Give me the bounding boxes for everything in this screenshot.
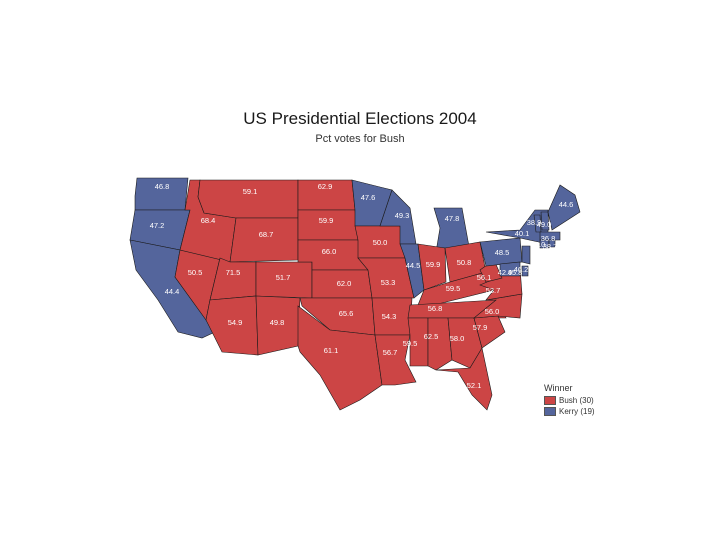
state-value-nc: 56.0 (485, 307, 500, 316)
state-value-fl: 52.1 (467, 381, 482, 390)
state-value-ri: 38.7 (543, 242, 558, 251)
legend-item-kerry: Kerry (19) (544, 407, 595, 416)
state-al (427, 317, 453, 371)
state-value-ga: 58.0 (450, 334, 465, 343)
state-value-al: 62.5 (424, 332, 439, 341)
state-value-or: 47.2 (150, 221, 165, 230)
state-value-ne: 66.0 (322, 247, 337, 256)
state-value-wv: 56.1 (477, 273, 492, 282)
state-value-wa: 46.8 (155, 182, 170, 191)
state-value-wi: 49.3 (395, 211, 410, 220)
state-value-mo: 53.3 (381, 278, 396, 287)
state-in (417, 243, 447, 291)
legend: Winner Bush (30) Kerry (19) (544, 383, 595, 418)
state-value-ia: 50.0 (373, 238, 388, 247)
legend-swatch-bush (544, 396, 556, 405)
state-value-ct: 44.0 (531, 240, 546, 249)
legend-swatch-kerry (544, 407, 556, 416)
state-nj (521, 245, 531, 265)
state-value-mt: 59.1 (243, 187, 258, 196)
state-value-oh: 50.8 (457, 258, 472, 267)
state-value-ok: 65.6 (339, 309, 354, 318)
state-value-id: 68.4 (201, 216, 216, 225)
state-value-ms: 59.5 (403, 339, 418, 348)
state-value-ma: 36.8 (541, 234, 556, 243)
state-value-sd: 59.9 (319, 216, 334, 225)
state-ny (485, 209, 549, 245)
state-me (547, 184, 581, 231)
state-nh (540, 211, 550, 231)
state-value-nv: 50.5 (188, 268, 203, 277)
state-value-vt: 38.9 (527, 218, 542, 227)
state-value-ks: 62.0 (337, 279, 352, 288)
legend-label-kerry: Kerry (19) (559, 407, 595, 416)
state-value-ky: 59.5 (446, 284, 461, 293)
map-subtitle: Pct votes for Bush (315, 133, 405, 145)
state-tx (297, 305, 383, 411)
state-value-ny: 40.1 (515, 229, 530, 238)
state-az (205, 295, 259, 356)
state-value-nh: 49.0 (537, 220, 552, 229)
state-value-il: 44.5 (406, 261, 421, 270)
state-value-wy: 68.7 (259, 230, 274, 239)
state-value-ut: 71.5 (226, 268, 241, 277)
state-ma (539, 231, 561, 241)
state-md (499, 261, 521, 277)
state-value-in: 59.9 (426, 260, 441, 269)
state-value-md: 42.9 (498, 268, 513, 277)
legend-item-bush: Bush (30) (544, 396, 595, 405)
state-value-ca: 44.4 (165, 287, 180, 296)
state-value-tx: 61.1 (324, 346, 339, 355)
state-value-mi: 47.8 (445, 214, 460, 223)
map-title: US Presidential Elections 2004 (243, 109, 477, 128)
state-de (521, 265, 529, 277)
state-value-az: 54.9 (228, 318, 243, 327)
state-value-nm: 49.8 (270, 318, 285, 327)
state-value-pa: 48.5 (495, 248, 510, 257)
state-value-ar: 54.3 (382, 312, 397, 321)
state-value-la: 56.7 (383, 348, 398, 357)
state-fl (435, 347, 493, 411)
state-value-sc: 57.9 (473, 323, 488, 332)
legend-title: Winner (544, 383, 573, 393)
state-sd (297, 209, 359, 241)
state-mt (197, 179, 299, 219)
legend-label-bush: Bush (30) (559, 396, 594, 405)
state-wy (229, 217, 299, 263)
state-ms (407, 317, 429, 367)
state-value-tn: 56.8 (428, 304, 443, 313)
state-value-de: 45.8 (508, 268, 523, 277)
state-value-nj: 46.2 (514, 265, 529, 274)
state-value-mn: 47.6 (361, 193, 376, 202)
state-value-va: 53.7 (486, 286, 501, 295)
state-value-co: 51.7 (276, 273, 291, 282)
state-ct (539, 239, 550, 249)
state-value-me: 44.6 (559, 200, 574, 209)
state-ri (548, 239, 556, 248)
state-il (399, 243, 425, 299)
state-value-nd: 62.9 (318, 182, 333, 191)
